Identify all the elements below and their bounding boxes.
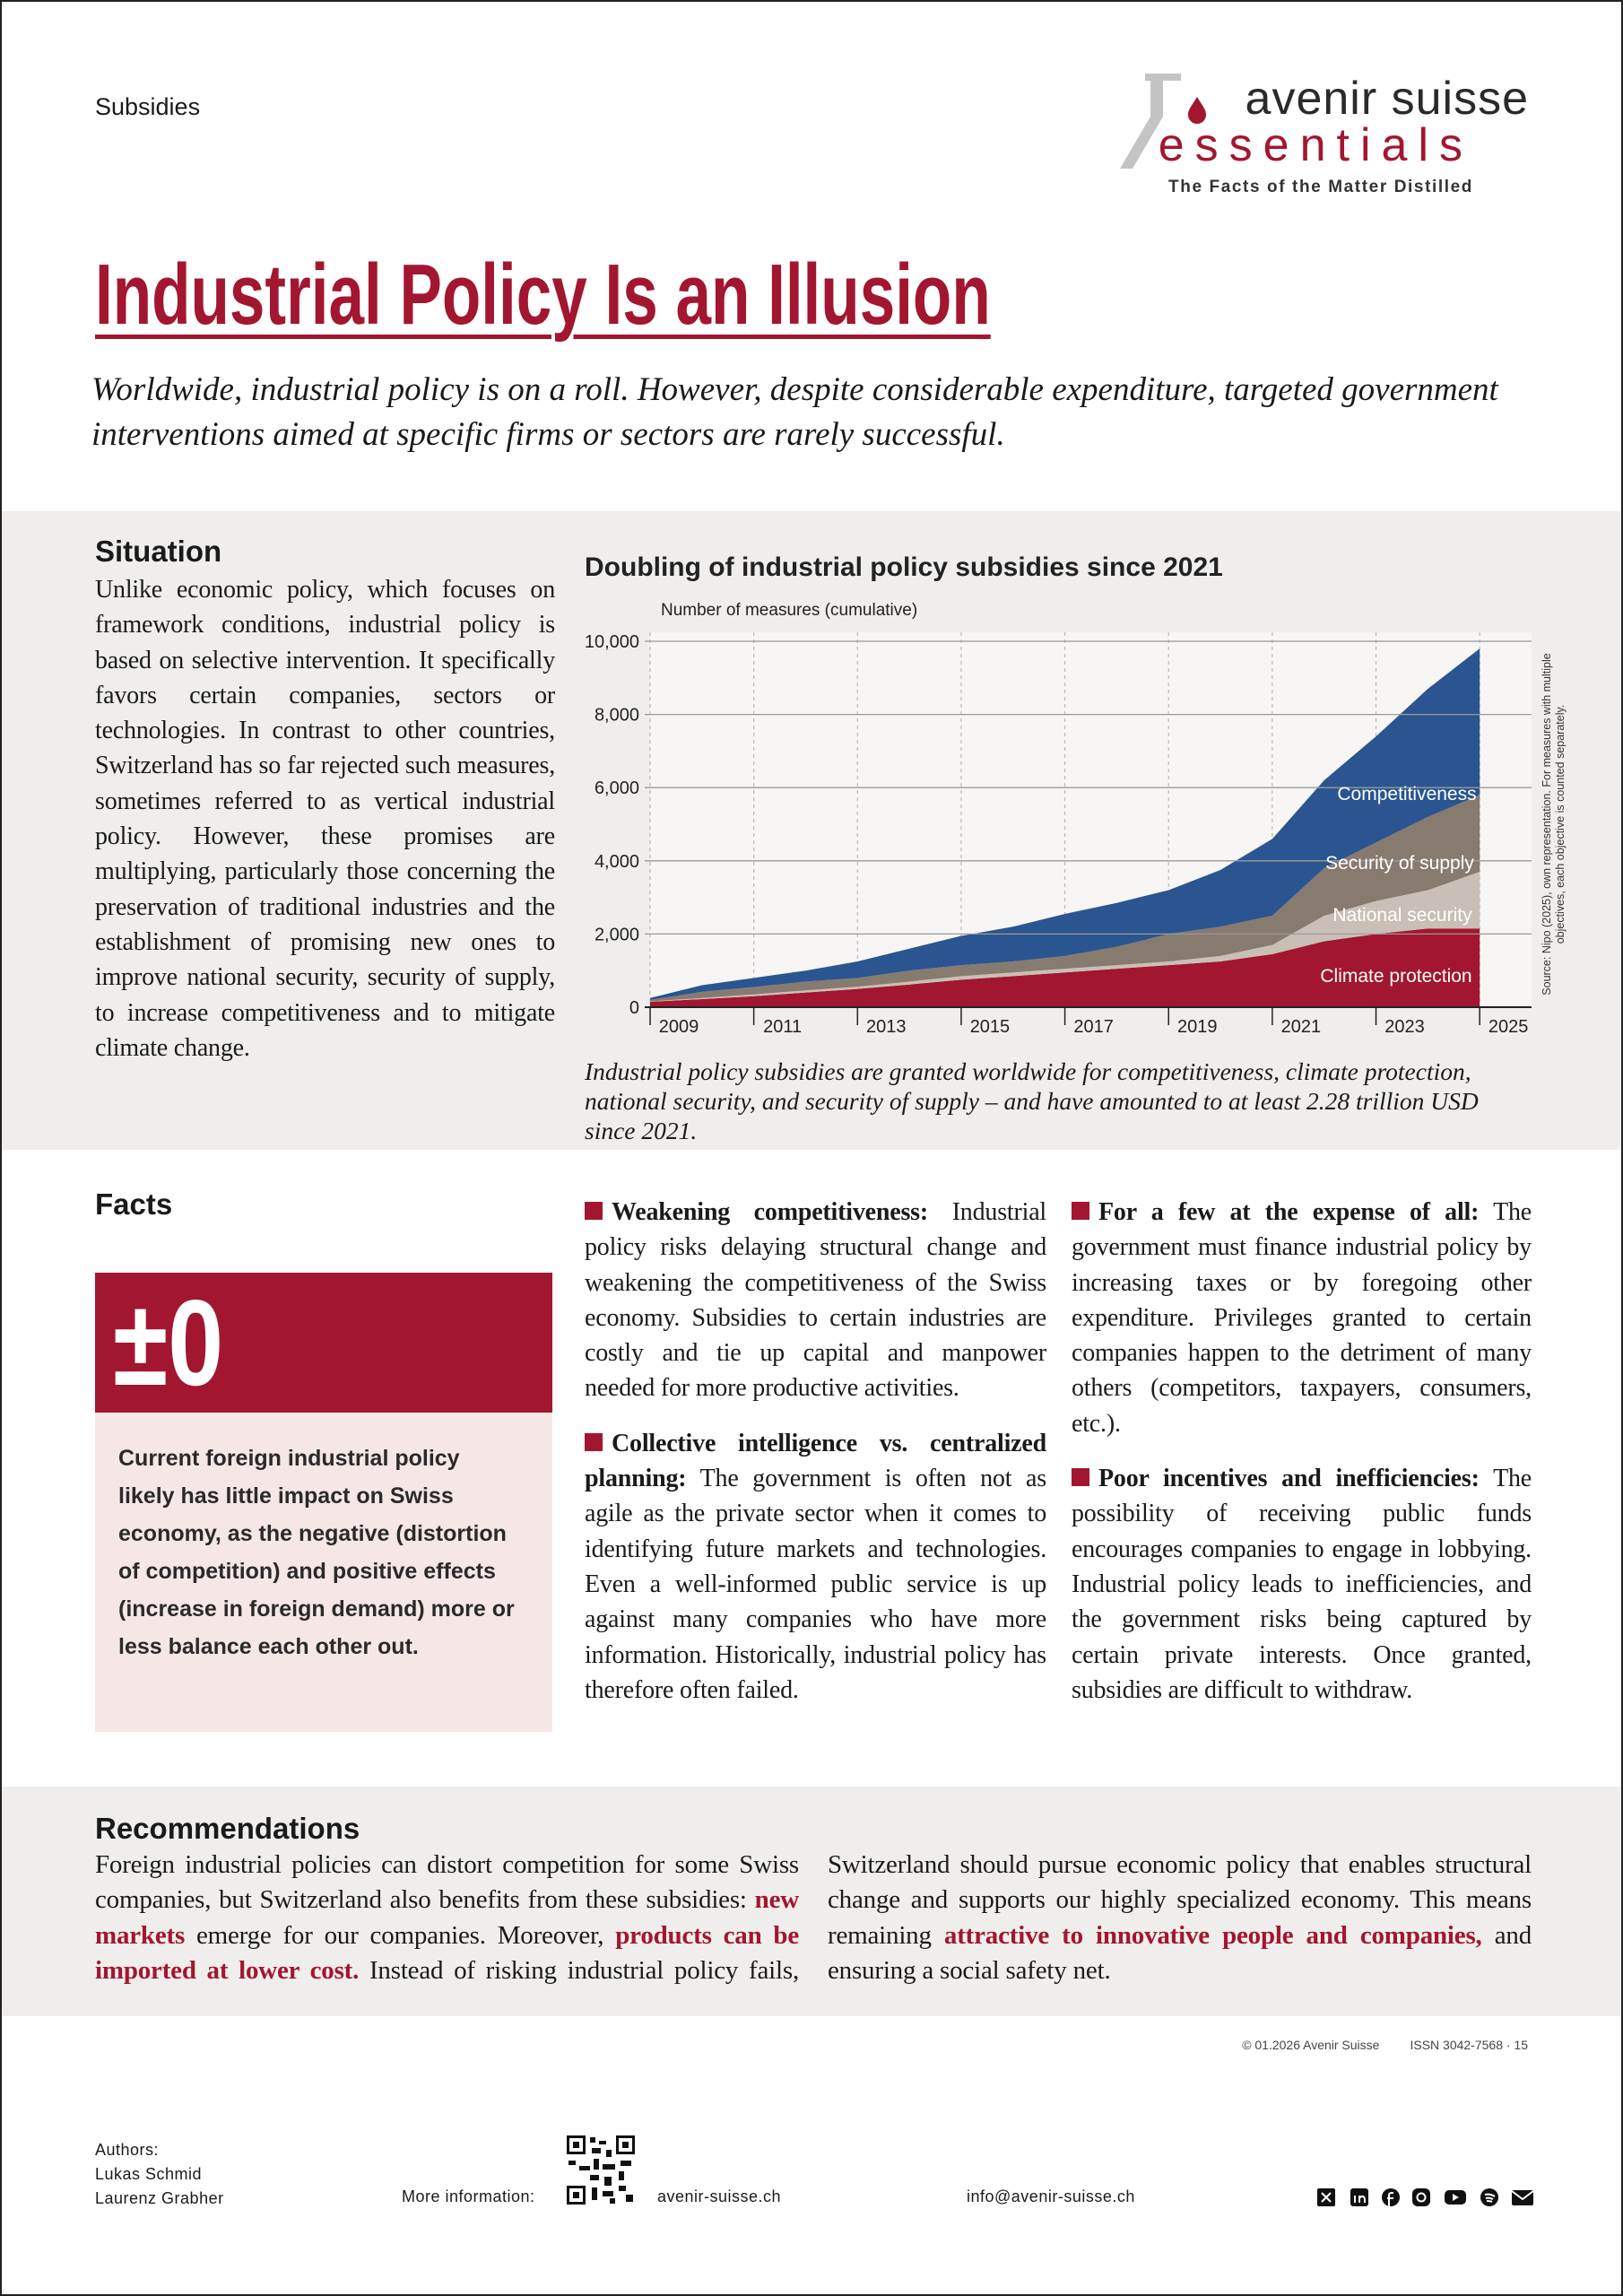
fact-heading: Poor incentives and inefficiencies:	[1098, 1465, 1480, 1493]
x-tick-label: 2009	[659, 1017, 699, 1037]
imprint: © 01.2026 Avenir Suisse ISSN 3042-7568 · …	[1242, 2038, 1528, 2052]
highlight: attractive to innovative people and comp…	[943, 1920, 1482, 1950]
email[interactable]: info@avenir-suisse.ch	[967, 2187, 1135, 2205]
figure: ±0	[113, 1274, 224, 1411]
brand: avenir suisse	[1245, 73, 1529, 125]
section-heading: Situation	[95, 535, 222, 568]
website[interactable]: avenir-suisse.ch	[657, 2187, 782, 2205]
figure-text-box: Current foreign industrial policy likely…	[95, 1413, 552, 1732]
area	[650, 872, 1480, 1002]
x-tick-label: 2017	[1073, 1017, 1114, 1037]
authors-label: Authors:	[95, 2141, 160, 2159]
issn: ISSN 3042-7568 · 15	[1410, 2038, 1528, 2052]
y-tick-label: 0	[629, 998, 639, 1018]
y-tick-label: 4,000	[595, 852, 639, 872]
chart: Number of measures (cumulative) 0 2,000 4,0…	[585, 601, 1567, 1037]
y-tick-label: 2,000	[595, 925, 639, 944]
authors: Authors: Lukas Schmid Laurenz Grabher	[95, 2138, 224, 2211]
fact-heading: Weakening competitiveness:	[612, 1198, 928, 1226]
text: and ensuring a social safety net.	[828, 1920, 1532, 1985]
product: essentials	[1158, 119, 1473, 171]
area	[650, 928, 1480, 1007]
more-info: More information:	[402, 2187, 535, 2205]
series-label: National security	[1332, 905, 1472, 926]
figure-text: Current foreign industrial policy likely…	[118, 1446, 515, 1659]
fact-text: Industrial policy risks delaying structu…	[585, 1198, 1046, 1403]
author: Lukas Schmid	[95, 2165, 203, 2183]
situation-text: Unlike economic policy, which focuses on…	[95, 576, 555, 1062]
copyright: © 01.2026 Avenir Suisse	[1242, 2038, 1380, 2052]
area	[650, 795, 1480, 1002]
section-label: Subsidies	[95, 93, 201, 120]
chart-title: Doubling of industrial policy subsidies …	[585, 552, 1223, 582]
facts-column: For a few at the expense of all: The gov…	[1072, 1195, 1532, 1727]
text: Instead of risking industrial policy fai…	[359, 1850, 1532, 1985]
fact-heading: For a few at the expense of all:	[1098, 1198, 1480, 1226]
source-note: objectives, each objective is counted se…	[1554, 705, 1567, 944]
area	[650, 648, 1480, 1000]
facts-column: Weakening competitiveness: Industrial po…	[585, 1195, 1046, 1727]
y-tick-label: 8,000	[595, 706, 639, 726]
qr-code	[567, 2135, 635, 2205]
fact: Poor incentives and inefficiencies: The …	[1072, 1461, 1532, 1708]
fact-text: The government must finance industrial p…	[1072, 1198, 1532, 1438]
tagline: The Facts of the Matter Distilled	[1168, 178, 1473, 196]
series-label: Competitiveness	[1337, 784, 1476, 804]
y-tick-label: 10,000	[585, 632, 639, 652]
fact-heading: Collective intelligence vs. centralized …	[585, 1429, 1046, 1493]
series-label: Climate protection	[1320, 966, 1471, 987]
x-tick-label: 2013	[866, 1017, 907, 1037]
y-tick-label: 6,000	[595, 778, 639, 798]
fact: Weakening competitiveness: Industrial po…	[585, 1195, 1046, 1406]
fact: For a few at the expense of all: The gov…	[1072, 1195, 1532, 1441]
title: Industrial Policy Is an Illusion	[95, 247, 991, 343]
x-tick-label: 2023	[1384, 1017, 1425, 1037]
highlight: products can be imported at lower cost.	[95, 1920, 799, 1985]
lead: Worldwide, industrial policy is on a rol…	[91, 371, 1498, 453]
fact-text: The government is often not as agile as …	[585, 1465, 1046, 1704]
chart-caption: Industrial policy subsidies are granted …	[585, 1057, 1479, 1144]
section-heading: Recommendations	[95, 1812, 360, 1845]
text: emerge for our companies. Moreover,	[185, 1920, 616, 1950]
x-tick-label: 2021	[1281, 1017, 1322, 1037]
x-tick-label: 2011	[763, 1017, 802, 1037]
fact: Collective intelligence vs. centralized …	[585, 1426, 1046, 1708]
highlight: new markets	[95, 1885, 799, 1950]
social-icons	[1317, 2188, 1534, 2206]
figure-box: ±0	[95, 1273, 552, 1413]
source-note: Source: Nipo (2025), own representation.…	[1541, 653, 1553, 995]
y-axis-label: Number of measures (cumulative)	[661, 601, 917, 620]
x-tick-label: 2015	[970, 1017, 1011, 1037]
text: Foreign industrial policies can distort …	[95, 1850, 799, 1915]
logo-flask	[1120, 74, 1206, 169]
icon-instagram[interactable]	[1412, 2188, 1430, 2206]
author: Laurenz Grabher	[95, 2189, 224, 2207]
x-tick-label: 2019	[1177, 1017, 1218, 1037]
recommendations-band	[2, 1787, 1621, 2016]
fact-text: The possibility of receiving public fund…	[1072, 1465, 1532, 1704]
recommendations-text: Foreign industrial policies can distort …	[95, 1848, 1532, 1988]
x-tick-label: 2025	[1488, 1017, 1529, 1037]
section-heading: Facts	[95, 1187, 173, 1221]
series-label: Security of supply	[1325, 853, 1474, 874]
